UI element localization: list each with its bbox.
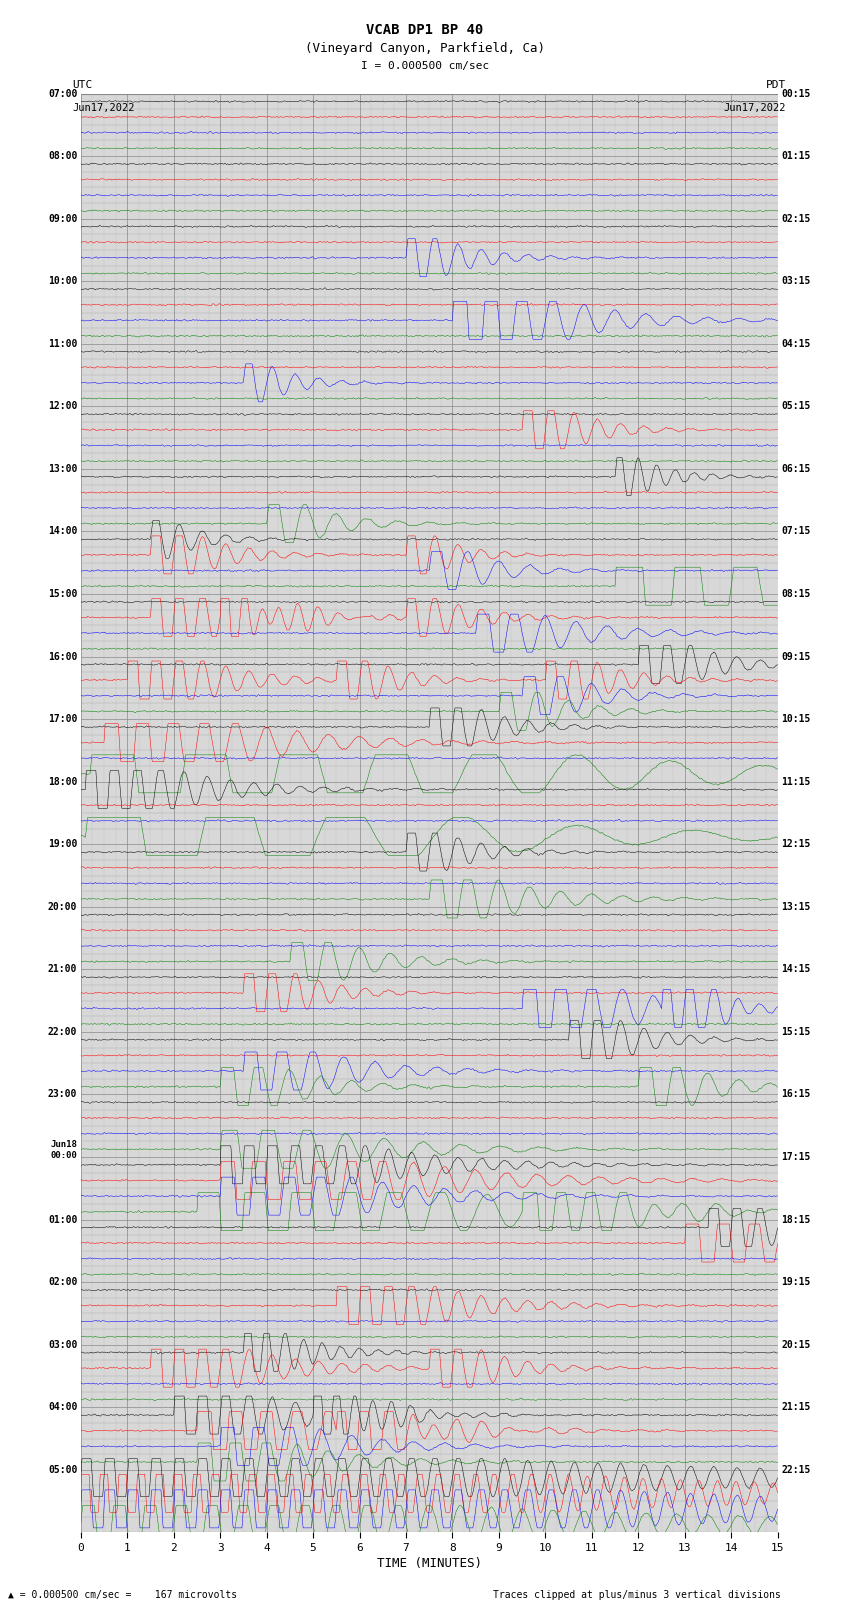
Text: 09:00: 09:00 (48, 213, 77, 224)
Text: 19:00: 19:00 (48, 839, 77, 848)
Text: Jun17,2022: Jun17,2022 (72, 103, 135, 113)
Text: 16:00: 16:00 (48, 652, 77, 661)
X-axis label: TIME (MINUTES): TIME (MINUTES) (377, 1557, 482, 1569)
Text: 19:15: 19:15 (781, 1277, 811, 1287)
Text: 12:00: 12:00 (48, 402, 77, 411)
Text: 04:00: 04:00 (48, 1402, 77, 1413)
Text: 17:00: 17:00 (48, 715, 77, 724)
Text: 02:15: 02:15 (781, 213, 811, 224)
Text: 12:15: 12:15 (781, 839, 811, 848)
Text: ▲ = 0.000500 cm/sec =    167 microvolts: ▲ = 0.000500 cm/sec = 167 microvolts (8, 1590, 238, 1600)
Text: 21:15: 21:15 (781, 1402, 811, 1413)
Text: (Vineyard Canyon, Parkfield, Ca): (Vineyard Canyon, Parkfield, Ca) (305, 42, 545, 55)
Text: 10:00: 10:00 (48, 276, 77, 286)
Text: 15:15: 15:15 (781, 1027, 811, 1037)
Text: 20:00: 20:00 (48, 902, 77, 911)
Text: PDT: PDT (766, 81, 786, 90)
Text: 08:15: 08:15 (781, 589, 811, 598)
Text: 01:00: 01:00 (48, 1215, 77, 1224)
Text: 14:00: 14:00 (48, 526, 77, 537)
Text: 21:00: 21:00 (48, 965, 77, 974)
Text: 20:15: 20:15 (781, 1340, 811, 1350)
Text: 11:15: 11:15 (781, 777, 811, 787)
Text: 10:15: 10:15 (781, 715, 811, 724)
Text: 13:15: 13:15 (781, 902, 811, 911)
Text: 01:15: 01:15 (781, 152, 811, 161)
Text: Jun17,2022: Jun17,2022 (723, 103, 786, 113)
Text: 00:15: 00:15 (781, 89, 811, 98)
Text: VCAB DP1 BP 40: VCAB DP1 BP 40 (366, 23, 484, 37)
Text: UTC: UTC (72, 81, 93, 90)
Text: 23:00: 23:00 (48, 1089, 77, 1100)
Text: 07:15: 07:15 (781, 526, 811, 537)
Text: 13:00: 13:00 (48, 465, 77, 474)
Text: Traces clipped at plus/minus 3 vertical divisions: Traces clipped at plus/minus 3 vertical … (493, 1590, 781, 1600)
Text: 02:00: 02:00 (48, 1277, 77, 1287)
Text: 16:15: 16:15 (781, 1089, 811, 1100)
Text: 17:15: 17:15 (781, 1152, 811, 1161)
Text: 05:15: 05:15 (781, 402, 811, 411)
Text: 08:00: 08:00 (48, 152, 77, 161)
Text: 22:15: 22:15 (781, 1465, 811, 1474)
Text: 18:15: 18:15 (781, 1215, 811, 1224)
Text: Jun18
00:00: Jun18 00:00 (50, 1140, 77, 1160)
Text: 22:00: 22:00 (48, 1027, 77, 1037)
Text: 03:00: 03:00 (48, 1340, 77, 1350)
Text: 04:15: 04:15 (781, 339, 811, 348)
Text: 09:15: 09:15 (781, 652, 811, 661)
Text: 07:00: 07:00 (48, 89, 77, 98)
Text: 06:15: 06:15 (781, 465, 811, 474)
Text: 05:00: 05:00 (48, 1465, 77, 1474)
Text: 11:00: 11:00 (48, 339, 77, 348)
Text: 18:00: 18:00 (48, 777, 77, 787)
Text: I = 0.000500 cm/sec: I = 0.000500 cm/sec (361, 61, 489, 71)
Text: 03:15: 03:15 (781, 276, 811, 286)
Text: 15:00: 15:00 (48, 589, 77, 598)
Text: 14:15: 14:15 (781, 965, 811, 974)
